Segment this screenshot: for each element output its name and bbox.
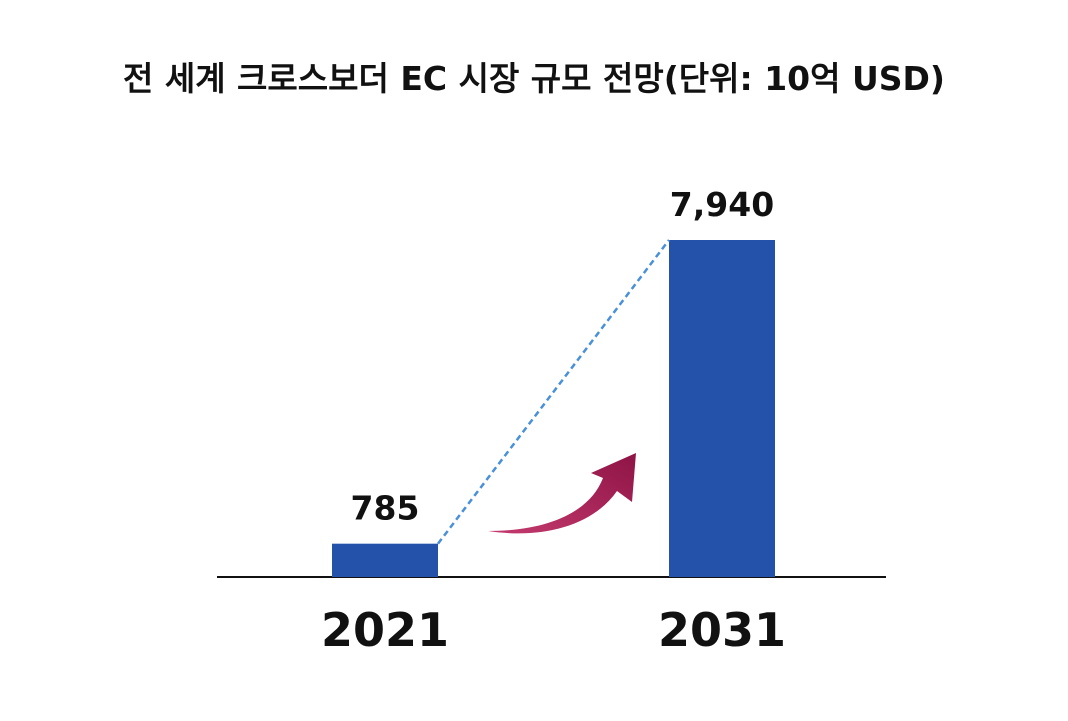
x-tick-label-2021: 2021 <box>321 603 449 657</box>
growth-arrow-icon <box>488 453 636 534</box>
bar-2031 <box>669 240 775 577</box>
data-label-2031: 7,940 <box>670 185 774 224</box>
data-label-2021: 785 <box>351 489 420 528</box>
chart-title: 전 세계 크로스보더 EC 시장 규모 전망(단위: 10억 USD) <box>122 59 946 98</box>
bar-2021 <box>332 543 438 577</box>
trend-line <box>437 239 670 545</box>
x-tick-label-2031: 2031 <box>658 603 786 657</box>
